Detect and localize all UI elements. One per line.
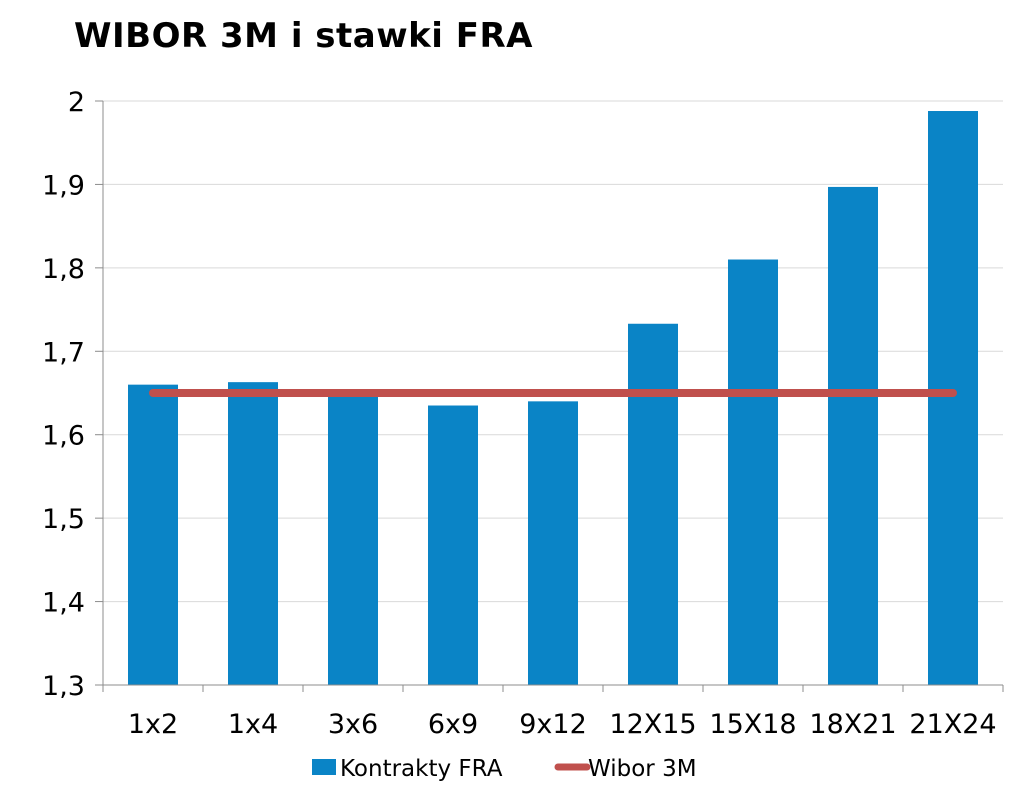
bar-1x2 — [128, 384, 178, 685]
y-tick-label: 1,7 — [42, 337, 85, 368]
bar-12x15 — [628, 323, 678, 685]
legend-label-kontrakty-fra: Kontrakty FRA — [340, 756, 503, 782]
legend-swatch-kontrakty-fra — [312, 759, 336, 775]
x-tick-labels: 1x2 1x4 3x6 6x9 9x12 12X15 15X18 18X21 21X24 — [128, 709, 997, 740]
x-tick-label: 18X21 — [809, 709, 896, 740]
y-tick-labels: 1,3 1,4 1,5 1,6 1,7 1,8 1,9 2 — [42, 87, 85, 702]
x-tick-label: 1x4 — [228, 709, 278, 740]
bar-1x4 — [228, 382, 278, 685]
x-tick-label: 21X24 — [909, 709, 996, 740]
y-tick-label: 1,5 — [42, 504, 85, 535]
bar-3x6 — [328, 393, 378, 685]
bar-9x12 — [528, 401, 578, 685]
x-tick-label: 3x6 — [328, 709, 378, 740]
x-tick-label: 15X18 — [709, 709, 796, 740]
legend-label-wibor-3m: Wibor 3M — [588, 756, 697, 782]
bar-15x18 — [728, 259, 778, 685]
y-tick-label: 1,4 — [42, 588, 85, 619]
bar-6x9 — [428, 405, 478, 685]
x-tick-label: 6x9 — [428, 709, 478, 740]
y-tick-label: 1,9 — [42, 170, 85, 201]
x-tick-label: 1x2 — [128, 709, 178, 740]
y-tick-label: 1,6 — [42, 421, 85, 452]
bar-21x24 — [928, 111, 978, 686]
x-tick-label: 12X15 — [609, 709, 696, 740]
chart-title: WIBOR 3M i stawki FRA — [74, 16, 533, 56]
bar-series — [128, 111, 978, 686]
y-tick-label: 2 — [68, 87, 85, 118]
legend: Kontrakty FRA Wibor 3M — [312, 756, 697, 782]
y-tick-label: 1,8 — [42, 254, 85, 285]
y-tick-label: 1,3 — [42, 671, 85, 702]
axes — [95, 100, 1004, 692]
x-tick-label: 9x12 — [519, 709, 587, 740]
bar-18x21 — [828, 186, 878, 685]
